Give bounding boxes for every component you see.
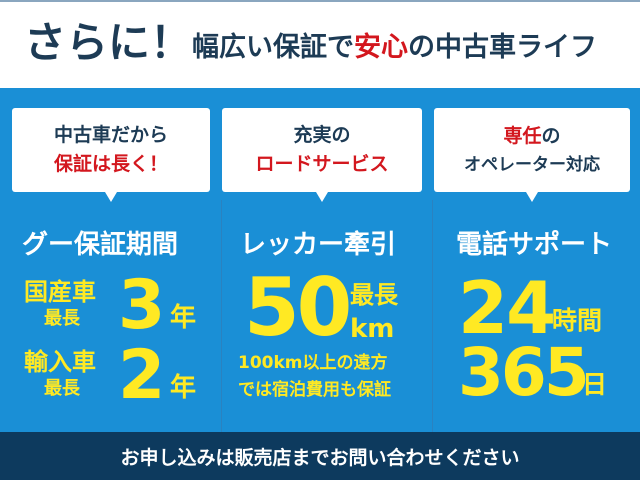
callout-line: 専任の	[503, 122, 560, 151]
tow-max: 最長	[350, 281, 398, 309]
header-title: 幅広い保証で安心の中古車ライフ	[192, 34, 597, 61]
domestic-sub: 最長	[44, 308, 80, 329]
title-pre: 幅広い保証で	[192, 32, 354, 63]
tow-note-1: 100km以上の遠方	[238, 353, 388, 373]
callout-line: 保証は長く！	[53, 153, 168, 175]
phone-days-unit: 日	[582, 370, 608, 399]
tow-title: レッカー牽引	[240, 230, 397, 260]
callout-emphasis: 専任	[503, 125, 542, 148]
header-lead: さらに！	[24, 18, 193, 67]
domestic-label: 国産車	[24, 278, 96, 306]
callout-line: オペレーター対応	[464, 154, 600, 175]
domestic-unit: 年	[170, 303, 197, 333]
import-label: 輸入車	[24, 348, 96, 376]
domestic-years: 3	[118, 266, 166, 345]
warranty-title: グー保証期間	[22, 230, 179, 260]
callout-line: ロードサービス	[255, 153, 389, 175]
callout-text: の	[541, 125, 561, 148]
phone-title: 電話サポート	[456, 230, 613, 260]
phone-days: 365	[458, 334, 590, 411]
callout-road-service: 充実の ロードサービス	[222, 108, 422, 202]
import-years: 2	[118, 336, 166, 415]
divider	[432, 200, 433, 432]
tow-distance: 50	[244, 261, 352, 354]
callout-line: 中古車だから	[53, 123, 168, 146]
import-unit: 年	[170, 373, 197, 403]
tow-unit: km	[350, 314, 395, 344]
import-sub: 最長	[44, 378, 80, 399]
footer-banner: お申し込みは販売店までお問い合わせください	[0, 432, 640, 480]
phone-hours-unit: 時間	[552, 306, 603, 335]
title-post: の中古車ライフ	[408, 32, 597, 63]
callout-warranty: 中古車だから 保証は長く！	[12, 108, 210, 202]
footer-text: お申し込みは販売店までお問い合わせください	[120, 446, 520, 469]
callout-line: 充実の	[293, 123, 351, 146]
divider	[221, 200, 222, 432]
header-banner: さらに！ 幅広い保証で安心の中古車ライフ	[0, 0, 640, 88]
callout-operator: 専任の オペレーター対応	[434, 108, 630, 202]
tow-note-2: では宿泊費用も保証	[238, 380, 391, 400]
title-emphasis: 安心	[354, 32, 408, 63]
phone-hours: 24	[458, 266, 556, 350]
